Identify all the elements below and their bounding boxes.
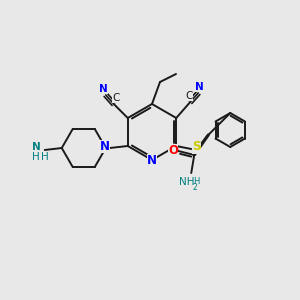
Text: N: N <box>195 82 204 92</box>
Text: N: N <box>32 142 41 152</box>
Text: N: N <box>147 154 157 166</box>
Text: C: C <box>186 91 193 101</box>
Text: H: H <box>32 152 40 162</box>
Text: 2: 2 <box>193 182 198 191</box>
Text: N: N <box>100 140 110 152</box>
Text: O: O <box>168 143 178 157</box>
Text: H: H <box>41 152 49 162</box>
Text: N: N <box>99 84 108 94</box>
Text: C: C <box>112 93 119 103</box>
Text: H: H <box>193 178 200 187</box>
Text: NH: NH <box>179 177 195 187</box>
Text: S: S <box>192 140 201 154</box>
